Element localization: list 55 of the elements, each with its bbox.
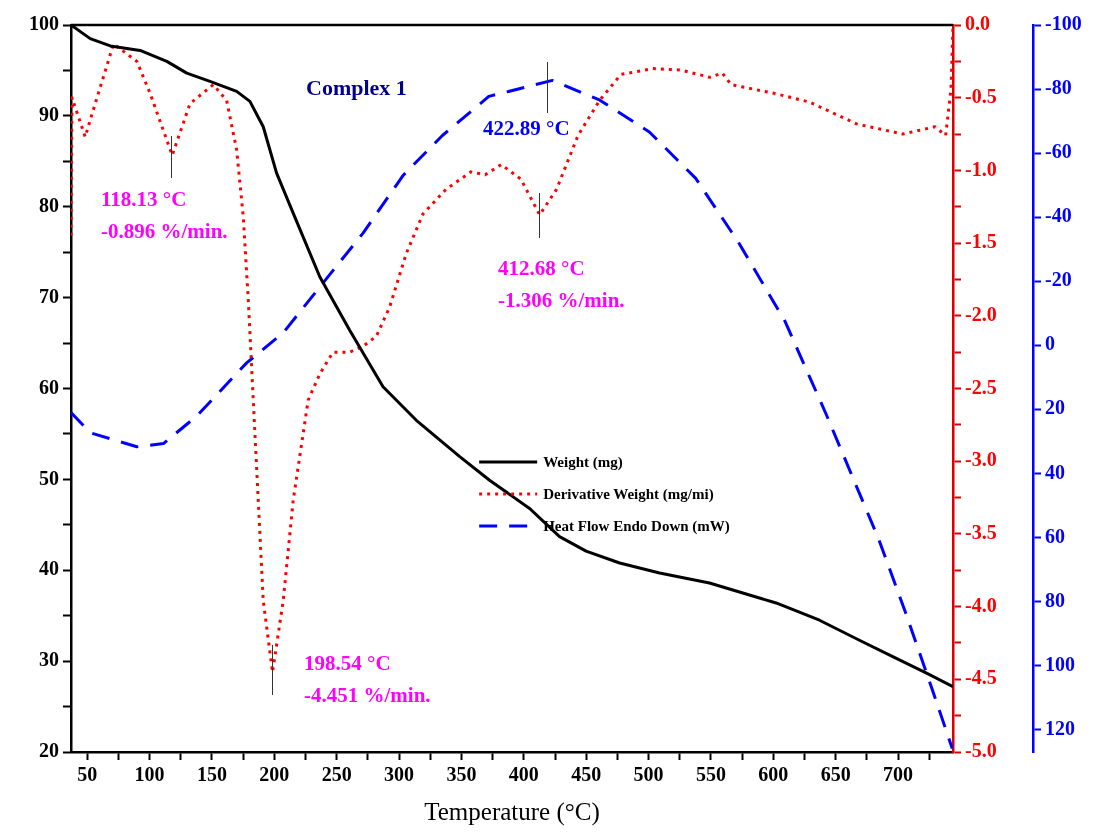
- x-tick-label: 100: [134, 763, 165, 786]
- y3-tick-label: 100: [1045, 652, 1075, 675]
- x-tick-label: 150: [196, 763, 227, 786]
- y-tick-label: 100: [29, 12, 59, 35]
- x-tick-label: 500: [633, 763, 664, 786]
- y-tick-label: 80: [39, 193, 59, 216]
- y2-tick-label: -2.5: [965, 375, 997, 398]
- y2-tick-label: -1.0: [965, 157, 997, 180]
- y3-tick-label: 120: [1045, 716, 1075, 739]
- legend-label: Weight (mg): [543, 453, 623, 471]
- x-tick-label: 50: [77, 763, 98, 786]
- y3-tick-label: 60: [1045, 524, 1065, 547]
- x-tick-label: 450: [571, 763, 602, 786]
- x-tick-label: 400: [508, 763, 539, 786]
- x-tick-label: 600: [758, 763, 789, 786]
- y3-tick-label: 80: [1045, 588, 1065, 611]
- annotation: 118.13 °C -0.896 %/min.: [101, 187, 228, 244]
- y2-tick-label: -3.5: [965, 521, 997, 544]
- y-tick-label: 30: [39, 648, 59, 671]
- y3-tick-label: -100: [1045, 12, 1082, 35]
- y3-tick-label: -40: [1045, 204, 1072, 227]
- y3-tick-label: -80: [1045, 76, 1072, 99]
- x-tick-label: 300: [384, 763, 415, 786]
- y-tick-label: 90: [39, 103, 59, 126]
- y-tick-label: 50: [39, 466, 59, 489]
- y3-tick-label: 20: [1045, 396, 1065, 419]
- annotation: 422.89 °C: [483, 116, 570, 141]
- y3-tick-label: -20: [1045, 268, 1072, 291]
- x-axis-title: Temperature (°C): [424, 797, 600, 826]
- y-tick-label: 20: [39, 739, 59, 762]
- line-series: [71, 78, 953, 750]
- x-tick-label: 700: [883, 763, 914, 786]
- y-tick-label: 40: [39, 557, 59, 580]
- legend-label: Derivative Weight (mg/mi): [543, 485, 714, 503]
- y2-tick-label: -1.5: [965, 230, 997, 253]
- y2-tick-label: -4.0: [965, 593, 997, 616]
- y-tick-label: 70: [39, 284, 59, 307]
- annotation: 412.68 °C -1.306 %/min.: [498, 256, 625, 313]
- x-tick-label: 250: [321, 763, 352, 786]
- y2-tick-label: -3.0: [965, 448, 997, 471]
- y2-tick-label: -0.5: [965, 84, 997, 107]
- annotation: 198.54 °C -4.451 %/min.: [304, 651, 431, 708]
- annotation: Complex 1: [306, 74, 407, 100]
- x-tick-label: 650: [820, 763, 851, 786]
- y2-tick-label: -2.0: [965, 302, 997, 325]
- y3-tick-label: -60: [1045, 140, 1072, 163]
- x-tick-label: 350: [446, 763, 477, 786]
- y2-tick-label: -4.5: [965, 666, 997, 689]
- y3-tick-label: 40: [1045, 460, 1065, 483]
- y3-tick-label: 0: [1045, 332, 1055, 355]
- y-tick-label: 60: [39, 375, 59, 398]
- x-tick-label: 200: [259, 763, 290, 786]
- y2-tick-label: -5.0: [965, 739, 997, 762]
- y2-tick-label: 0.0: [965, 12, 990, 35]
- x-tick-label: 550: [695, 763, 726, 786]
